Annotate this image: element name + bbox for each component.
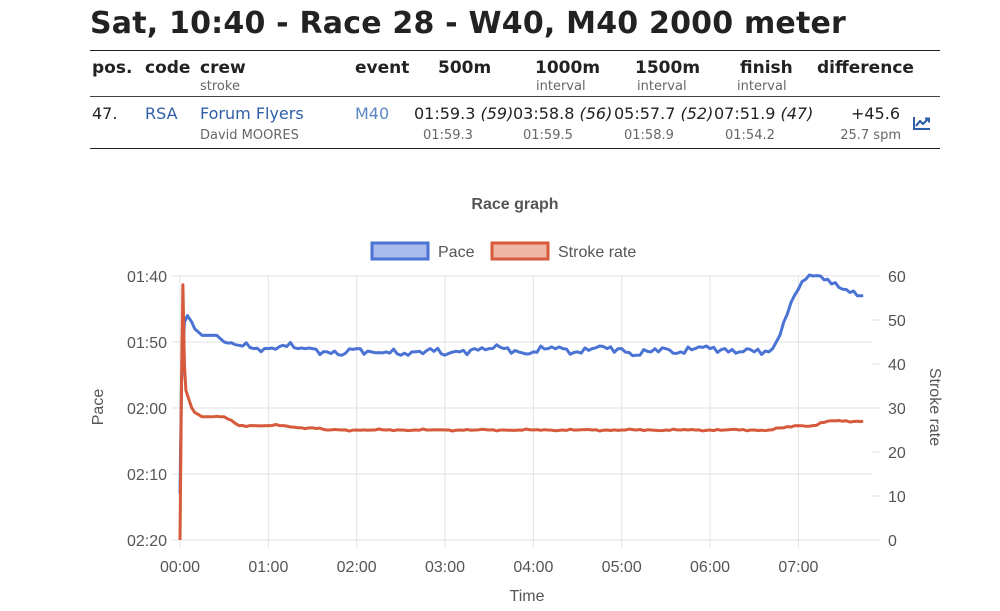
event-link[interactable]: M40 [355, 104, 390, 123]
col-header-500m: 500m [438, 58, 492, 78]
x-axis-ticks: 00:00 01:00 02:00 03:00 04:00 05:00 06:00 07:00 [160, 559, 819, 576]
split-1000m-rank: (56) [579, 104, 613, 123]
crew-name-link[interactable]: Forum Flyers [200, 104, 304, 123]
x-tick-label: 05:00 [602, 559, 642, 576]
stroke-rate-series-line [178, 283, 864, 541]
x-tick-label: 01:00 [248, 559, 288, 576]
col-header-pos: pos. [92, 58, 133, 78]
x-tick-label: 03:00 [425, 559, 465, 576]
y-right-tick-label: 0 [888, 533, 897, 550]
col-header-1000m: 1000m [535, 58, 601, 78]
table-bottom-rule [90, 148, 940, 149]
split-1000m-interval: 01:59.5 [523, 128, 573, 143]
chart-legend: Pace Stroke rate [370, 241, 636, 261]
col-subheader-stroke: stroke [200, 79, 240, 94]
y-axis-left-label: Pace [90, 389, 107, 426]
col-subheader-finish-interval: interval [737, 79, 787, 94]
split-1000m-time: 03:58.8 [513, 104, 575, 123]
difference-value: +45.6 [850, 104, 900, 123]
col-header-1500m: 1500m [635, 58, 701, 78]
y-right-tick-label: 30 [888, 401, 906, 418]
y-left-tick-label: 02:20 [127, 533, 167, 550]
split-500m-time: 01:59.3 [414, 104, 476, 123]
col-header-finish: finish [740, 58, 793, 78]
trending-up-icon[interactable] [912, 115, 932, 131]
legend-swatch-stroke-rate[interactable] [490, 241, 550, 261]
y-right-tick-label: 50 [888, 313, 906, 330]
pace-series-line [178, 273, 864, 494]
col-subheader-1500m-interval: interval [637, 79, 687, 94]
col-subheader-1000m-interval: interval [536, 79, 586, 94]
chart-title: Race graph [471, 196, 558, 213]
split-500m: 01:59.3 (59) [414, 104, 513, 123]
y-right-tick-label: 20 [888, 445, 906, 462]
split-finish-rank: (47) [780, 104, 814, 123]
split-1500m-rank: (52) [680, 104, 714, 123]
chart-series [178, 273, 864, 541]
x-tick-label: 00:00 [160, 559, 200, 576]
x-tick-label: 07:00 [778, 559, 818, 576]
split-finish-time: 07:51.9 [714, 104, 776, 123]
table-header-rule [90, 96, 940, 97]
page-title: Sat, 10:40 - Race 28 - W40, M40 2000 met… [90, 6, 847, 41]
x-axis-label: Time [510, 588, 545, 605]
legend-label-stroke-rate[interactable]: Stroke rate [558, 244, 636, 261]
y-axis-left-ticks: 01:40 01:50 02:00 02:10 02:20 [127, 269, 167, 550]
y-right-tick-label: 10 [888, 489, 906, 506]
x-tick-label: 02:00 [337, 559, 377, 576]
row-pos: 47. [92, 104, 118, 123]
split-1500m-time: 05:57.7 [614, 104, 676, 123]
col-header-crew: crew [200, 58, 246, 78]
y-right-tick-label: 40 [888, 357, 906, 374]
col-header-code: code [145, 58, 191, 78]
legend-label-pace[interactable]: Pace [438, 244, 475, 261]
split-1500m: 05:57.7 (52) [614, 104, 713, 123]
y-left-tick-label: 01:50 [127, 335, 167, 352]
split-finish: 07:51.9 (47) [714, 104, 813, 123]
table-top-rule [90, 50, 940, 51]
country-code-link[interactable]: RSA [145, 104, 178, 123]
legend-swatch-pace[interactable] [370, 241, 430, 261]
y-right-tick-label: 60 [888, 269, 906, 286]
y-axis-right-label: Stroke rate [926, 368, 943, 446]
y-left-tick-label: 02:00 [127, 401, 167, 418]
split-finish-interval: 01:54.2 [725, 128, 775, 143]
race-graph: Race graph Pace Stroke rate 00:00 01:00 02… [90, 196, 943, 605]
stroke-name: David MOORES [200, 128, 299, 143]
y-left-tick-label: 01:40 [127, 269, 167, 286]
col-header-difference: difference [817, 58, 914, 78]
x-tick-label: 06:00 [690, 559, 730, 576]
col-header-event: event [355, 58, 410, 78]
chart-gridlines [172, 275, 880, 548]
y-left-tick-label: 02:10 [127, 467, 167, 484]
split-500m-interval: 01:59.3 [423, 128, 473, 143]
split-500m-rank: (59) [480, 104, 514, 123]
x-tick-label: 04:00 [513, 559, 553, 576]
stroke-rate-average: 25.7 spm [840, 128, 901, 143]
split-1000m: 03:58.8 (56) [513, 104, 612, 123]
y-axis-right-ticks: 60 50 40 30 20 10 0 [888, 269, 906, 550]
split-1500m-interval: 01:58.9 [624, 128, 674, 143]
